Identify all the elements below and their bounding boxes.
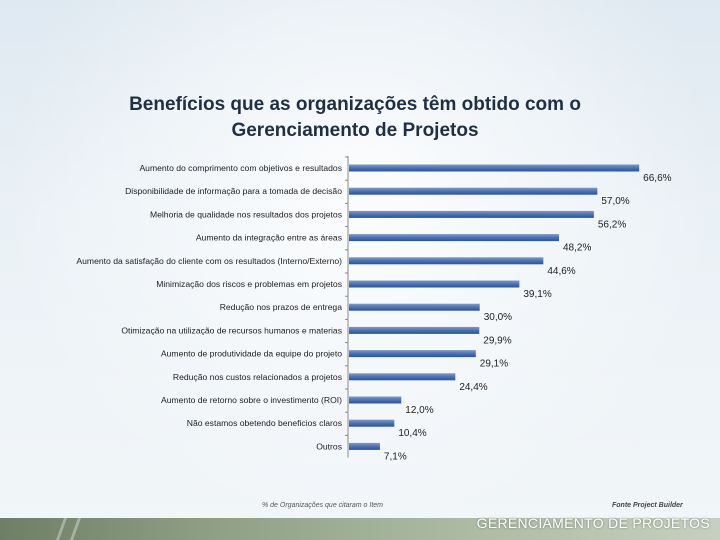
category-label: Não estamos obetendo beneficios claros [187,418,342,428]
category-label: Disponibilidade de informação para a tom… [125,186,342,196]
category-label: Aumento de retorno sobre o investimento … [161,395,342,405]
category-label: Aumento de produtividade da equipe do pr… [161,349,342,359]
category-label: Aumento do comprimento com objetivos e r… [139,163,342,173]
category-label: Redução nos custos relacionados a projet… [173,372,342,382]
bar [349,419,395,427]
value-label: 29,9% [483,335,511,346]
bar [349,373,456,381]
value-label: 10,4% [398,428,426,439]
category-label: Aumento da integração entre as áreas [196,233,342,243]
bottom-band [0,518,720,540]
bar [349,326,480,334]
brand-footer: GERENCIAMENTO DE PROJETOS [476,515,710,531]
bar [349,234,560,242]
bar [349,396,402,404]
category-label: Aumento da satisfação do cliente com os … [76,256,342,266]
value-label: 66,6% [643,173,671,184]
x-axis-caption: % de Organizações que citaram o Item [262,502,384,509]
bar [349,187,598,195]
value-label: 12,0% [405,405,433,416]
value-label: 24,4% [459,382,487,393]
bar [349,442,380,450]
category-label: Minimização dos riscos e problemas em pr… [156,279,342,289]
band-stripe [69,518,82,540]
value-label: 39,1% [523,289,551,300]
category-label: Melhoria de qualidade nos resultados dos… [150,209,342,219]
value-label: 7,1% [384,451,407,462]
bar [349,280,520,288]
value-label: 29,1% [480,359,508,370]
bar [349,350,476,358]
band-stripe [55,518,68,540]
value-label: 57,0% [601,196,629,207]
chart-title: Benefícios que as organizações têm obtid… [129,94,581,141]
source-note: Fonte Project Builder [612,502,683,509]
category-label: Redução nos prazos de entrega [220,302,343,312]
category-label: Otimização na utilização de recursos hum… [121,325,342,335]
value-label: 30,0% [484,312,512,323]
bar [349,257,544,265]
value-label: 48,2% [563,243,591,254]
bar [349,210,594,218]
category-label: Outros [316,441,342,451]
value-label: 56,2% [598,219,626,230]
value-label: 44,6% [547,266,575,277]
bar [349,303,480,311]
bar [349,164,640,172]
